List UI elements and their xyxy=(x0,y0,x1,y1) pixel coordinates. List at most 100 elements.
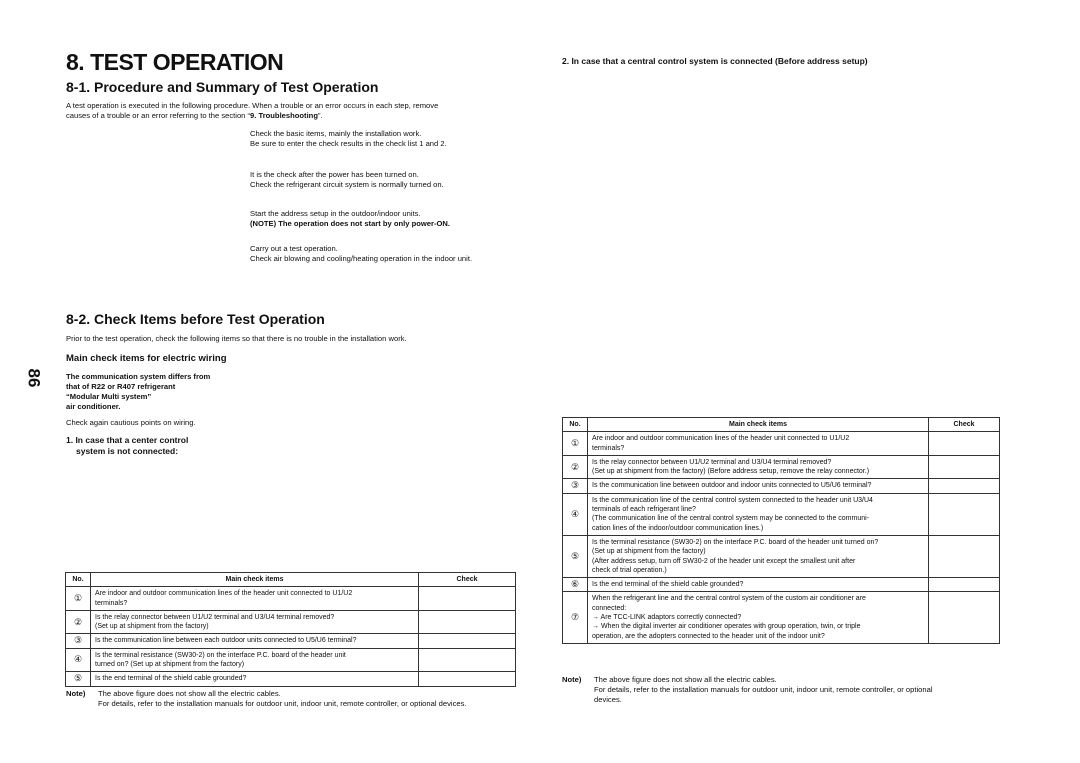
check-line: terminals? xyxy=(592,444,625,452)
note-line: For details, refer to the installation m… xyxy=(594,685,933,694)
check-item: When the refrigerant line and the centra… xyxy=(587,591,929,644)
check-item: Is the communication line of the central… xyxy=(587,492,929,536)
intro: A test operation is executed in the foll… xyxy=(66,101,516,121)
check-row: ④ Is the communication line of the centra… xyxy=(562,492,1000,536)
row-number: ② xyxy=(65,609,91,635)
warning-line: air conditioner. xyxy=(66,402,121,411)
warning-line: The communication system differs from xyxy=(66,372,211,381)
desc-line: It is the check after the power has been… xyxy=(250,170,419,179)
desc-note: (NOTE) The operation does not start by o… xyxy=(250,219,450,228)
row-number: ④ xyxy=(65,647,91,673)
desc-line: Check air blowing and cooling/heating op… xyxy=(250,254,473,263)
row-number: ③ xyxy=(562,478,588,494)
intro-text: ”. xyxy=(317,111,323,120)
check-cell xyxy=(418,671,516,687)
desc-line: Check the refrigerant circuit system is … xyxy=(250,180,444,189)
check-line: (Set up at shipment from the factory) xyxy=(592,548,706,556)
check-item: Is the communication line between outdoo… xyxy=(587,478,929,494)
row-number: ⑦ xyxy=(562,591,588,644)
check-line: → Are TCC-LINK adaptors correctly connec… xyxy=(592,614,742,622)
intro-text: causes of a trouble or an error referrin… xyxy=(66,111,251,120)
check-line: terminals of each refrigerant line? xyxy=(592,506,696,514)
check-row: ① Are indoor and outdoor communication li… xyxy=(562,431,1000,456)
note-line: For details, refer to the installation m… xyxy=(98,699,467,708)
note: Note) The above figure does not show all … xyxy=(562,675,1002,705)
check-line: (After address setup, turn off SW30-2 of… xyxy=(592,557,856,565)
check-line: Is the communication line between outdoo… xyxy=(592,482,872,490)
check-row: ⑤ Is the end terminal of the shield cable… xyxy=(65,671,516,687)
desc-line: Carry out a test operation. xyxy=(250,244,338,253)
check-item: Is the relay connector between U1/U2 ter… xyxy=(587,454,929,480)
row-number: ① xyxy=(65,586,91,611)
check-item: Is the end terminal of the shield cable … xyxy=(90,671,419,687)
check-line: Is the terminal resistance (SW30-2) on t… xyxy=(95,651,346,659)
check-cell xyxy=(928,591,1000,644)
check-line: cation lines of the indoor/outdoor commu… xyxy=(592,524,764,532)
check-cell xyxy=(928,492,1000,536)
check-cell xyxy=(928,431,1000,456)
check-row: ③ Is the communication line between outdo… xyxy=(562,478,1000,494)
check-line: Is the relay connector between U1/U2 ter… xyxy=(592,458,832,466)
column-header: Check xyxy=(928,416,1000,433)
check-line: Is the end terminal of the shield cable … xyxy=(592,581,744,589)
step-desc: Check the basic items, mainly the instal… xyxy=(250,129,447,149)
check-line: check of trial operation.) xyxy=(592,566,667,574)
check-cell xyxy=(418,609,516,635)
note-line: The above figure does not show all the e… xyxy=(594,675,777,684)
section-title: 8-1. Procedure and Summary of Test Opera… xyxy=(66,79,379,95)
header-row: No. Main check items Check xyxy=(562,416,1000,433)
column-header: Check xyxy=(418,571,516,588)
subheading: Main check items for electric wiring xyxy=(66,353,227,364)
check-line: (Set up at shipment from the factory) (B… xyxy=(592,468,870,476)
desc-line: Check the basic items, mainly the instal… xyxy=(250,129,422,138)
column-header: Main check items xyxy=(587,416,929,433)
check-line: Are indoor and outdoor communication lin… xyxy=(592,435,850,443)
check-item: Are indoor and outdoor communication lin… xyxy=(90,586,419,611)
check-cell xyxy=(928,534,1000,579)
check-row: ⑦ When the refrigerant line and the centr… xyxy=(562,591,1000,644)
case-line: 1. In case that a center control xyxy=(66,435,189,445)
page-number: 86 xyxy=(24,368,44,388)
page-title: 8. TEST OPERATION xyxy=(66,49,284,75)
step-desc: Carry out a test operation. Check air blo… xyxy=(250,244,472,264)
case-heading: 2. In case that a central control system… xyxy=(562,56,868,66)
intro-link: 9. Troubleshooting xyxy=(250,111,318,120)
check-line: terminals? xyxy=(95,599,128,607)
row-number: ⑥ xyxy=(562,577,588,593)
check-line: connected: xyxy=(592,604,627,612)
check-item: Is the terminal resistance (SW30-2) on t… xyxy=(90,647,419,673)
check-item: Are indoor and outdoor communication lin… xyxy=(587,431,929,456)
case-line: system is not connected: xyxy=(76,446,179,456)
check-line: Is the communication line of the central… xyxy=(592,496,873,504)
check-cell xyxy=(928,577,1000,593)
section-title: 8-2. Check Items before Test Operation xyxy=(66,311,325,327)
column-header: Main check items xyxy=(90,571,419,588)
check-line: Is the relay connector between U1/U2 ter… xyxy=(95,613,335,621)
check-cell xyxy=(418,586,516,611)
row-number: ④ xyxy=(562,492,588,536)
desc-line: Be sure to enter the check results in th… xyxy=(250,139,447,148)
check-cell xyxy=(418,633,516,649)
row-number: ⑤ xyxy=(65,671,91,687)
check-cell xyxy=(928,478,1000,494)
check-table: No. Main check items Check ① Are indoor and … xyxy=(65,571,516,687)
note: Note) The above figure does not show all … xyxy=(66,689,467,709)
column-header: No. xyxy=(562,416,588,433)
check-line: (The communication line of the central c… xyxy=(592,515,870,523)
column-header: No. xyxy=(65,571,91,588)
case-heading: 1. In case that a center control system i… xyxy=(66,435,188,457)
header-row: No. Main check items Check xyxy=(65,571,516,588)
warning-line: that of R22 or R407 refrigerant xyxy=(66,382,176,391)
check-line: Are indoor and outdoor communication lin… xyxy=(95,590,353,598)
check-line: → When the digital inverter air conditio… xyxy=(592,623,861,631)
row-number: ③ xyxy=(65,633,91,649)
intro: Prior to the test operation, check the f… xyxy=(66,334,407,343)
check-line: Is the terminal resistance (SW30-2) on t… xyxy=(592,538,879,546)
check-row: ④ Is the terminal resistance (SW30-2) on … xyxy=(65,647,516,673)
note-label: Note) xyxy=(66,689,86,698)
check-table: No. Main check items Check ① Are indoor and … xyxy=(562,416,1000,644)
note-line: The above figure does not show all the e… xyxy=(98,689,281,698)
check-row: ③ Is the communication line between each … xyxy=(65,633,516,649)
caution: Check again cautious points on wiring. xyxy=(66,418,196,427)
